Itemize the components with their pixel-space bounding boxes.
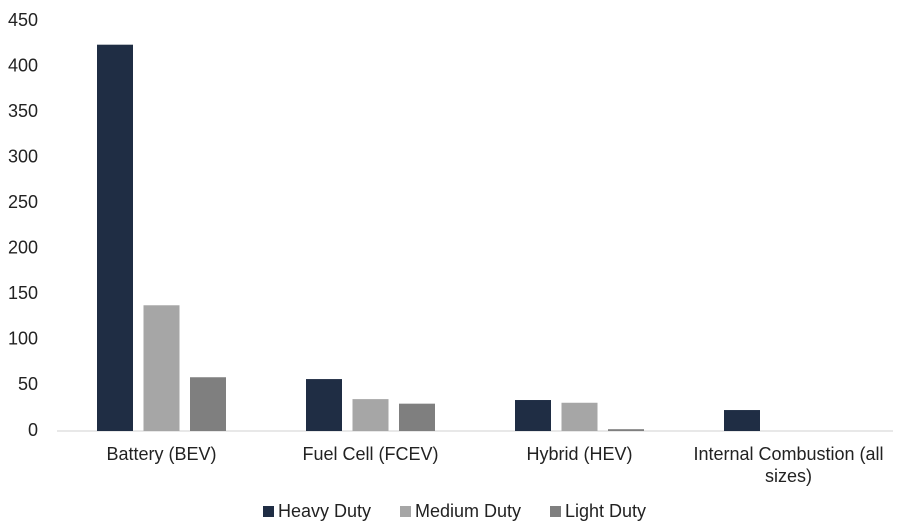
y-tick-label: 350 <box>8 101 38 121</box>
y-tick-label: 300 <box>8 146 38 166</box>
bar <box>515 400 551 431</box>
bar <box>724 410 760 431</box>
bar <box>352 399 389 431</box>
y-tick-label: 450 <box>8 10 38 30</box>
legend-swatch <box>550 506 561 517</box>
x-tick-label: Hybrid (HEV) <box>526 444 633 464</box>
legend-label: Heavy Duty <box>278 501 371 521</box>
y-tick-label: 400 <box>8 55 38 75</box>
y-tick-label: 250 <box>8 192 38 212</box>
x-tick-label: Fuel Cell (FCEV) <box>302 444 439 464</box>
bar <box>97 44 133 431</box>
bar <box>190 377 226 431</box>
legend-swatch <box>263 506 274 517</box>
x-tick-label: Battery (BEV) <box>106 444 217 464</box>
bar <box>143 305 180 431</box>
y-tick-label: 0 <box>28 420 38 440</box>
legend-label: Medium Duty <box>415 501 521 521</box>
y-tick-label: 50 <box>18 374 38 394</box>
y-tick-label: 100 <box>8 329 38 349</box>
bar <box>608 429 644 431</box>
bar <box>306 379 342 431</box>
bar <box>561 402 598 431</box>
y-tick-label: 200 <box>8 238 38 258</box>
x-tick-label: Internal Combustion (all sizes) <box>693 444 884 486</box>
y-tick-label: 150 <box>8 283 38 303</box>
legend-swatch <box>400 506 411 517</box>
legend-label: Light Duty <box>565 501 646 521</box>
bar <box>399 403 435 431</box>
